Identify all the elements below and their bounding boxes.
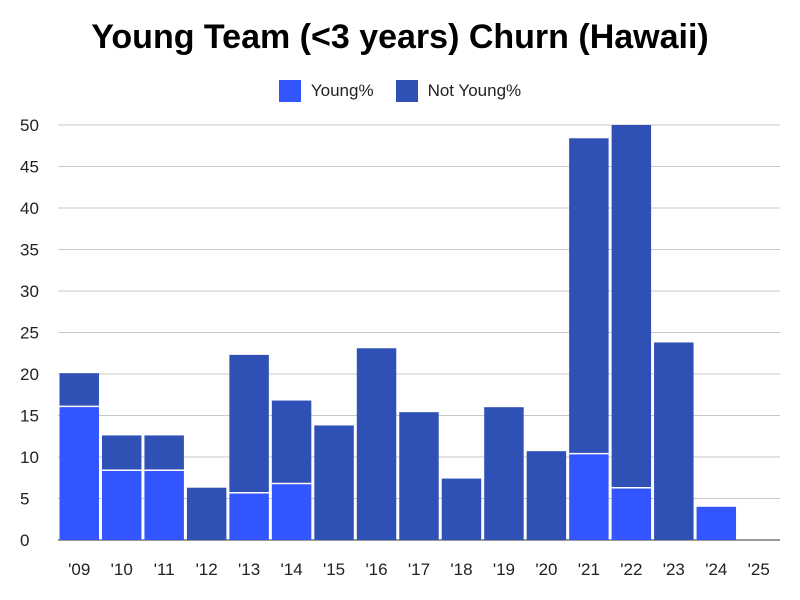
x-tick-label: '20 (535, 560, 557, 579)
y-tick-label: 50 (20, 116, 39, 135)
legend-item-not-young: Not Young% (395, 80, 522, 102)
legend-label-not-young: Not Young% (427, 81, 522, 100)
y-tick-label: 10 (20, 448, 39, 467)
bar-not-young (271, 400, 312, 484)
legend-item-young: Young% (278, 80, 374, 102)
legend-swatch-young (278, 80, 301, 102)
x-tick-label: '16 (365, 560, 387, 579)
chart-legend: Young% Not Young% (0, 80, 800, 102)
bar-young (59, 406, 99, 540)
y-tick-label: 15 (20, 407, 39, 426)
bar-not-young (229, 354, 269, 493)
bar-not-young (569, 138, 609, 454)
bar-not-young (611, 125, 652, 488)
x-tick-label: '19 (493, 560, 515, 579)
x-tick-label: '23 (663, 560, 685, 579)
y-tick-label: 20 (20, 365, 39, 384)
bar-young (101, 470, 142, 540)
bar-not-young (399, 412, 439, 540)
bar-not-young (186, 487, 227, 540)
bar-not-young (59, 373, 99, 407)
x-tick-label: '09 (68, 560, 90, 579)
bar-young (569, 453, 609, 540)
bar-young (271, 483, 312, 540)
y-tick-label: 45 (20, 158, 39, 177)
bar-young (144, 470, 184, 540)
y-tick-label: 40 (20, 199, 39, 218)
bar-not-young (356, 348, 397, 540)
x-tick-label: '22 (620, 560, 642, 579)
y-tick-label: 30 (20, 282, 39, 301)
y-tick-label: 5 (20, 490, 29, 509)
x-tick-label: '13 (238, 560, 260, 579)
x-tick-label: '24 (705, 560, 727, 579)
x-tick-label: '17 (408, 560, 430, 579)
bar-not-young (101, 435, 142, 471)
legend-label-young: Young% (310, 81, 374, 100)
bar-young (696, 506, 737, 540)
x-tick-label: '10 (111, 560, 133, 579)
bar-not-young (441, 478, 482, 540)
chart-title: Young Team (<3 years) Churn (Hawaii) (91, 18, 709, 56)
bar-not-young (484, 407, 524, 540)
bar-not-young (526, 451, 567, 540)
x-tick-label: '18 (450, 560, 472, 579)
x-tick-label: '15 (323, 560, 345, 579)
bar-not-young (314, 425, 354, 540)
bar-young (229, 492, 269, 540)
legend-swatch-not-young (395, 80, 418, 102)
bar-not-young (654, 342, 694, 540)
bar-young (611, 487, 652, 540)
x-tick-label: '11 (154, 560, 175, 579)
x-tick-label: '21 (578, 560, 600, 579)
y-tick-label: 35 (20, 241, 39, 260)
x-tick-label: '25 (748, 560, 770, 579)
x-tick-label: '12 (196, 560, 218, 579)
y-tick-label: 25 (20, 324, 39, 343)
y-tick-label: 0 (20, 531, 29, 550)
bar-not-young (144, 435, 184, 471)
x-tick-label: '14 (281, 560, 303, 579)
